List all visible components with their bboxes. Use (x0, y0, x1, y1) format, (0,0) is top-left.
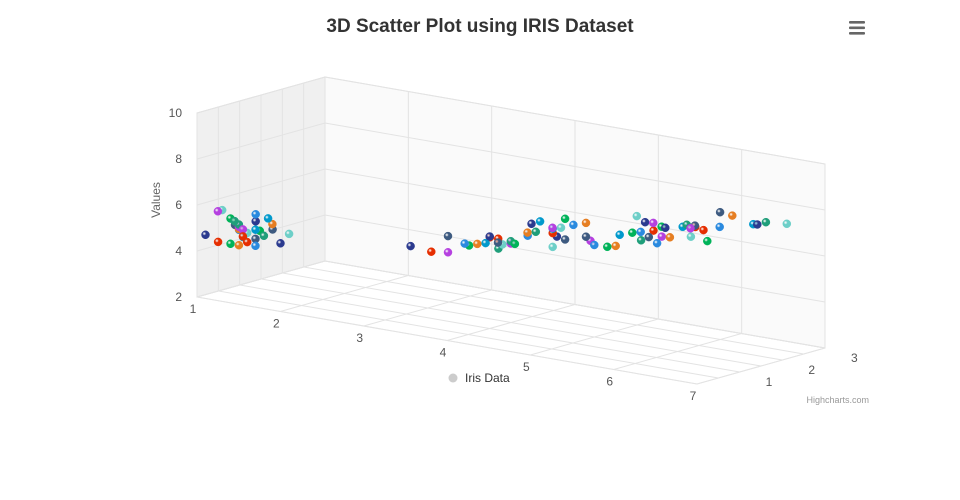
data-point[interactable] (268, 219, 277, 229)
data-point[interactable] (213, 207, 223, 216)
x-tick-label: 5 (523, 360, 530, 374)
z-gridline (217, 107, 719, 379)
data-point[interactable] (611, 241, 620, 251)
y-tick-label: 8 (175, 152, 182, 166)
data-point[interactable] (728, 211, 737, 220)
data-point[interactable] (481, 238, 490, 248)
data-point[interactable] (640, 217, 650, 227)
y-tick-label: 10 (169, 106, 183, 120)
z-tick-label: 2 (808, 363, 815, 377)
data-point[interactable] (649, 218, 658, 228)
data-point[interactable] (703, 236, 712, 246)
x-tick-label: 2 (273, 317, 280, 331)
data-point[interactable] (230, 216, 239, 226)
data-point[interactable] (636, 236, 646, 245)
z-gridline (303, 83, 804, 355)
data-point[interactable] (581, 232, 591, 241)
data-point[interactable] (615, 230, 624, 240)
data-point[interactable] (556, 223, 566, 232)
data-point[interactable] (251, 241, 260, 251)
x-tick-label: 4 (440, 346, 447, 360)
data-point[interactable] (686, 224, 695, 233)
data-point[interactable] (782, 219, 792, 229)
data-point[interactable] (510, 239, 520, 249)
data-point[interactable] (213, 237, 223, 247)
x-tick-label: 7 (690, 389, 697, 403)
data-point[interactable] (473, 239, 482, 249)
data-point[interactable] (644, 232, 654, 242)
data-point[interactable] (761, 217, 771, 227)
data-point[interactable] (527, 219, 536, 229)
data-point[interactable] (548, 242, 557, 252)
z-gridline (281, 89, 783, 361)
data-point[interactable] (427, 247, 436, 256)
data-point[interactable] (548, 223, 557, 233)
data-point[interactable] (284, 229, 294, 239)
data-point[interactable] (699, 225, 708, 235)
data-point[interactable] (276, 239, 285, 248)
data-point[interactable] (753, 220, 762, 229)
legend-item-iris-data[interactable]: Iris Data (465, 371, 510, 385)
data-point[interactable] (603, 242, 612, 252)
data-point[interactable] (238, 232, 248, 241)
z-gridline (239, 101, 740, 373)
data-point[interactable] (590, 240, 599, 250)
data-point[interactable] (242, 237, 252, 247)
data-point[interactable] (715, 222, 724, 232)
data-point[interactable] (406, 241, 415, 251)
x-tick-label: 3 (356, 331, 363, 345)
data-point[interactable] (686, 232, 696, 241)
data-point[interactable] (581, 218, 591, 228)
data-point[interactable] (628, 228, 637, 237)
data-point[interactable] (443, 248, 453, 257)
data-point[interactable] (226, 239, 235, 249)
data-point[interactable] (234, 240, 244, 250)
plot-frame (196, 76, 826, 385)
data-point[interactable] (263, 214, 273, 223)
data-point[interactable] (661, 223, 670, 233)
data-point[interactable] (652, 238, 662, 248)
y-axis-title: Values (149, 182, 163, 218)
legend[interactable]: Iris Data (448, 371, 511, 385)
data-point[interactable] (251, 225, 260, 234)
data-point[interactable] (535, 217, 545, 226)
y-axis-ticks: 2 4 6 8 10 (169, 106, 183, 304)
data-point[interactable] (531, 227, 541, 237)
y-tick-label: 6 (175, 198, 182, 212)
z-gridline (324, 77, 826, 349)
y-tick-label: 2 (175, 290, 182, 304)
legend-marker (448, 373, 458, 383)
data-point[interactable] (560, 214, 570, 224)
data-point[interactable] (569, 220, 578, 230)
z-axis-ticks: 1 2 3 (766, 351, 858, 389)
data-point[interactable] (560, 235, 570, 244)
x-tick-label: 1 (190, 302, 197, 316)
data-point[interactable] (493, 238, 503, 247)
hamburger-menu-icon[interactable] (842, 14, 872, 40)
credits-link[interactable]: Highcharts.com (806, 395, 869, 405)
data-point[interactable] (665, 233, 675, 242)
data-point[interactable] (636, 227, 645, 237)
scatter-points (201, 205, 792, 257)
z-gridline (196, 113, 698, 385)
data-point[interactable] (443, 231, 453, 241)
z-gridline (260, 95, 762, 367)
z-tick-label: 3 (851, 351, 858, 365)
y-tick-label: 4 (175, 244, 182, 258)
x-axis-ticks: 1 2 3 4 5 6 7 (190, 302, 697, 403)
data-point[interactable] (251, 210, 260, 219)
chart-title: 3D Scatter Plot using IRIS Dataset (326, 16, 634, 37)
data-point[interactable] (632, 211, 642, 221)
data-point[interactable] (523, 228, 532, 237)
data-point[interactable] (201, 230, 210, 240)
data-point[interactable] (259, 231, 269, 241)
data-point[interactable] (715, 207, 725, 217)
x-tick-label: 6 (606, 375, 613, 389)
z-tick-label: 1 (766, 375, 773, 389)
data-point[interactable] (460, 239, 469, 248)
data-point[interactable] (485, 232, 494, 241)
